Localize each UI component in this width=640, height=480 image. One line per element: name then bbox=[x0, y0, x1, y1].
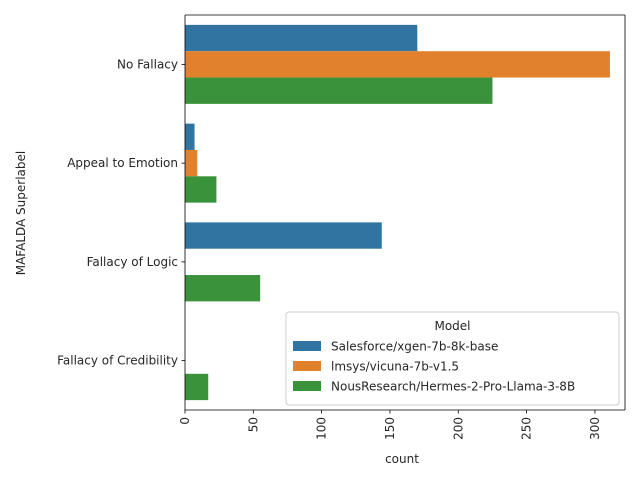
y-axis-label: MAFALDA Superlabel bbox=[14, 151, 28, 276]
y-tick-label: No Fallacy bbox=[117, 57, 178, 71]
legend-entry: Salesforce/xgen-7b-8k-base bbox=[331, 340, 498, 354]
bar bbox=[185, 222, 382, 249]
bar bbox=[185, 149, 198, 177]
x-tick-label: 300 bbox=[588, 417, 602, 440]
legend-swatch bbox=[293, 341, 321, 351]
bar bbox=[185, 176, 217, 203]
x-tick-label: 0 bbox=[178, 417, 192, 425]
x-tick-label: 50 bbox=[246, 417, 260, 432]
x-tick-label: 100 bbox=[315, 417, 329, 440]
legend-title: Model bbox=[434, 319, 470, 333]
x-axis-label: count bbox=[385, 452, 419, 466]
y-tick-label: Fallacy of Credibility bbox=[57, 354, 178, 368]
x-tick-label: 200 bbox=[451, 417, 465, 440]
bars-group bbox=[185, 24, 610, 401]
bar bbox=[185, 275, 261, 302]
y-axis-ticks: No Fallacy Appeal to Emotion Fallacy of Lo… bbox=[57, 57, 185, 368]
y-tick-label: Fallacy of Logic bbox=[87, 255, 178, 269]
legend-swatch bbox=[293, 381, 321, 391]
legend-entry: NousResearch/Hermes-2-Pro-Llama-3-8B bbox=[331, 380, 575, 394]
bar bbox=[185, 123, 195, 150]
axes-frame bbox=[184, 14, 626, 411]
y-tick-label: Appeal to Emotion bbox=[67, 156, 178, 170]
x-axis-ticks: 0 50 100 150 200 250 300 bbox=[178, 410, 602, 440]
bar bbox=[185, 51, 610, 78]
legend-entry: lmsys/vicuna-7b-v1.5 bbox=[331, 360, 459, 374]
x-tick-label: 150 bbox=[383, 417, 397, 440]
legend: Model Salesforce/xgen-7b-8k-base lmsys/vic… bbox=[285, 311, 620, 406]
legend-swatch bbox=[293, 361, 321, 371]
bar bbox=[185, 24, 418, 52]
x-tick-label: 250 bbox=[520, 417, 534, 440]
bar bbox=[185, 373, 209, 401]
bar bbox=[185, 77, 493, 104]
legend-box bbox=[285, 311, 620, 406]
